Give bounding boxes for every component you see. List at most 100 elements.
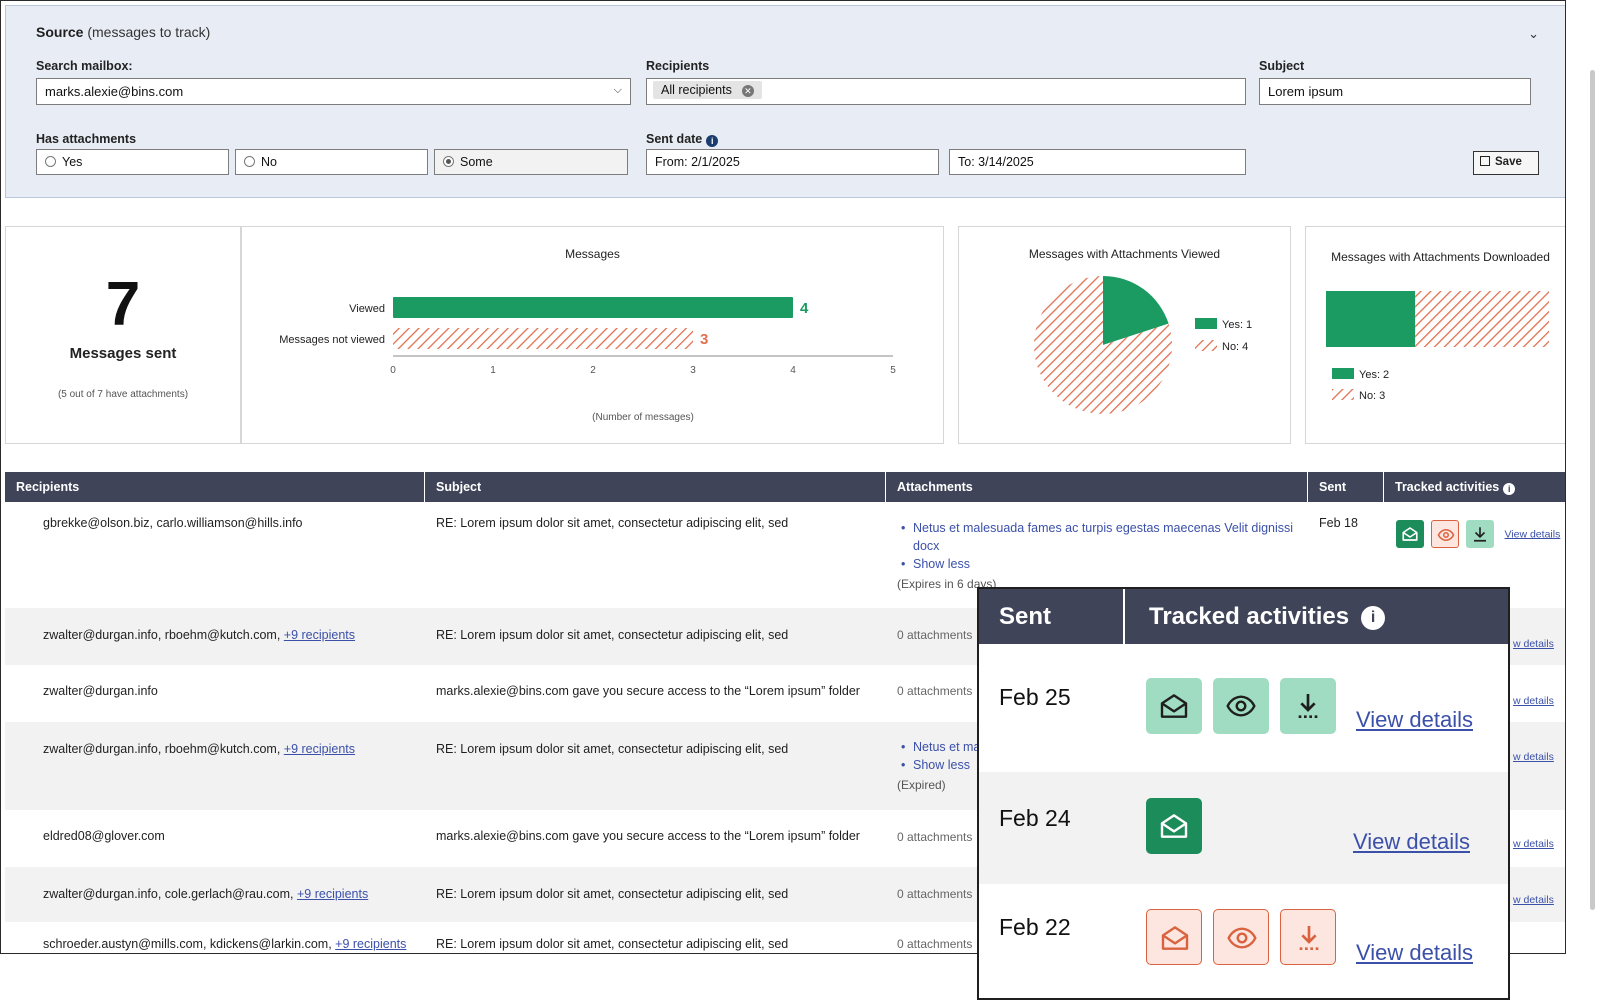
row-recipients: eldred08@glover.com [43,829,165,843]
subject-input[interactable]: Lorem ipsum [1259,78,1531,105]
radio-some[interactable]: Some [434,149,628,175]
zoom-col-sent: Sent [979,589,1125,644]
expires-text: (Expired) [897,778,946,792]
attachments-viewed-card: Messages with Attachments Viewed Yes: 1 N… [958,226,1291,444]
remove-chip-icon[interactable]: ✕ [741,84,754,97]
legend-label: No: 4 [1222,341,1248,353]
zoom-col-tracked: Tracked activities i [1127,589,1386,644]
col-sent[interactable]: Sent [1308,472,1384,502]
recipients-label: Recipients [646,59,710,73]
envelope-open-icon[interactable] [1146,678,1202,734]
bar-category-label: Viewed [349,303,385,315]
row-recipients: zwalter@durgan.info [43,684,158,698]
sent-date-label: Sent date i [646,132,719,147]
view-details-link[interactable]: View details [1356,707,1473,732]
vertical-scrollbar[interactable] [1590,70,1595,910]
radio-circle [45,156,56,167]
search-mailbox-select[interactable]: marks.alexie@bins.com ⌵ [36,78,631,105]
legend-swatch [1195,318,1217,329]
x-tick-label: 5 [890,365,896,376]
envelope-open-icon[interactable] [1396,520,1424,548]
info-icon[interactable]: i [1361,606,1386,630]
eye-icon[interactable] [1213,909,1269,965]
to-date-input[interactable]: To: 3/14/2025 [949,149,1246,175]
row-attachments: Netus et malesuada fames ac turpis egest… [886,502,1308,593]
messages-sent-card: 7 Messages sent (5 out of 7 have attachm… [5,226,241,444]
zoom-date: Feb 24 [999,805,1071,831]
radio-no[interactable]: No [235,149,428,175]
legend-label: Yes: 1 [1222,319,1252,331]
zoom-icons [1146,678,1347,734]
messages-bar-chart: Viewed 4 Messages not viewed 3 0 1 2 3 4 5 (Number… [279,297,896,423]
view-details-link[interactable]: w details [1513,838,1554,850]
row-recipients: zwalter@durgan.info, rboehm@kutch.com, +… [43,628,356,642]
messages-sent-label: Messages sent [69,345,177,362]
more-recipients-link[interactable]: +9 recipients [296,887,369,901]
attachment-link[interactable]: Netus et malesuada fames ac turpis egest… [897,519,1308,555]
download-icon[interactable] [1280,909,1336,965]
view-details-link[interactable]: w details [1513,894,1554,906]
more-recipients-link[interactable]: +9 recipients [283,742,356,756]
save-button[interactable]: Save [1473,151,1539,175]
eye-icon[interactable] [1213,678,1269,734]
view-details-link[interactable]: w details [1513,695,1554,707]
download-icon[interactable] [1280,678,1336,734]
search-mailbox-label: Search mailbox: [36,59,133,73]
table-row[interactable]: eldred08@glover.com marks.alexie@bins.co… [5,810,1565,867]
col-attachments[interactable]: Attachments [886,472,1308,502]
table-row[interactable]: zwalter@durgan.info marks.alexie@bins.co… [5,665,1565,722]
table-row[interactable]: schroeder.austyn@mills.com, kdickens@lar… [5,922,1565,953]
view-details-link[interactable]: View details [1356,940,1473,965]
view-details-link[interactable]: w details [1513,638,1554,650]
x-axis-label: (Number of messages) [592,412,694,423]
table-row[interactable]: gbrekke@olson.biz, carlo.williamson@hill… [5,502,1565,608]
radio-yes[interactable]: Yes [36,149,229,175]
row-attachments: 0 attachments [897,830,973,844]
stack-segment-yes [1326,291,1416,347]
bar-category-label: Messages not viewed [279,334,385,346]
x-tick-label: 3 [690,365,696,376]
envelope-open-icon[interactable] [1146,798,1202,854]
view-details-link[interactable]: View details [1504,528,1561,541]
col-tracked-activities[interactable]: Tracked activities i [1384,472,1565,502]
col-subject[interactable]: Subject [425,472,886,502]
table-header: Recipients Subject Attachments Sent Trac… [5,472,1565,502]
bar-value-label: 4 [800,300,809,317]
chevron-down-icon[interactable]: ⌄ [1528,26,1539,41]
eye-icon[interactable] [1431,520,1459,548]
radio-circle-selected [443,156,454,167]
chart-title: Messages with Attachments Downloaded [1331,250,1550,264]
info-icon[interactable]: i [706,135,719,147]
x-tick-label: 1 [490,365,496,376]
subject-label: Subject [1259,59,1305,73]
show-less-link[interactable]: Show less [897,555,1308,573]
tracked-activities-zoom: Sent Tracked activities i Feb 25 View det… [977,587,1510,1000]
row-attachments: 0 attachments [897,684,973,698]
envelope-open-icon[interactable] [1146,909,1202,965]
row-subject: RE: Lorem ipsum dolor sit amet, consecte… [436,887,789,901]
pie-slice-no [1034,276,1172,414]
info-icon[interactable]: i [1503,483,1516,495]
row-attachments: 0 attachments [897,628,973,642]
zoom-date: Feb 22 [999,914,1071,940]
attachment-link[interactable]: Netus et ma [897,738,986,756]
view-details-link[interactable]: View details [1353,829,1470,854]
row-sent: Feb 18 [1319,516,1358,530]
more-recipients-link[interactable]: +9 recipients [283,628,356,642]
show-less-link[interactable]: Show less [897,756,986,774]
download-icon[interactable] [1466,520,1494,548]
zoom-row: Feb 24 View details [979,772,1508,884]
col-recipients[interactable]: Recipients [5,472,425,502]
stack-segment-no [1415,291,1549,347]
messages-sent-count: 7 [105,270,141,339]
legend-label: Yes: 2 [1359,369,1389,381]
recipients-input[interactable]: All recipients ✕ [646,78,1246,105]
attachments-downloaded-bar: Yes: 2 No: 3 [1326,291,1549,402]
bar-value-label: 3 [700,331,708,348]
row-recipients: zwalter@durgan.info, rboehm@kutch.com, +… [43,742,356,756]
legend-swatch [1332,389,1354,400]
more-recipients-link[interactable]: +9 recipients [335,937,407,951]
row-attachments: Netus et ma Show less (Expired) [886,722,986,794]
view-details-link[interactable]: w details [1513,751,1554,763]
from-date-input[interactable]: From: 2/1/2025 [646,149,939,175]
